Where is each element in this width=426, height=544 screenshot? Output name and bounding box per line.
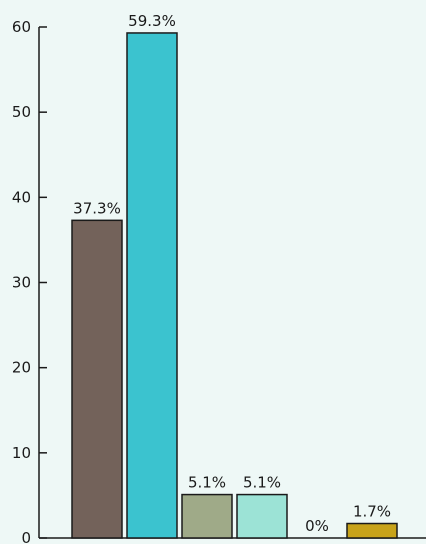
bar-value-label-2: 5.1%	[188, 474, 226, 492]
data-labels-layer: 37.3% 59.3% 5.1% 5.1% 0% 1.7%	[73, 12, 391, 535]
y-tick-label: 50	[12, 103, 31, 121]
bar-2	[181, 493, 233, 539]
bar-value-label-4: 0%	[305, 517, 329, 535]
y-tick-label: 40	[12, 188, 31, 206]
bar-value-label-0: 37.3%	[73, 199, 121, 217]
bars-layer	[71, 32, 398, 539]
y-tick-label: 30	[12, 274, 31, 292]
bar-0	[71, 219, 123, 539]
bar-value-label-5: 1.7%	[353, 503, 391, 521]
y-tick-label: 0	[21, 529, 31, 544]
y-tick-label: 10	[12, 444, 31, 462]
bar-value-label-3: 5.1%	[243, 474, 281, 492]
bar-1	[126, 32, 178, 539]
bar-3	[236, 493, 288, 539]
y-tick-label: 60	[12, 18, 31, 36]
y-tick-label: 20	[12, 359, 31, 377]
bar-5	[346, 522, 398, 539]
bar-value-label-1: 59.3%	[128, 12, 176, 30]
